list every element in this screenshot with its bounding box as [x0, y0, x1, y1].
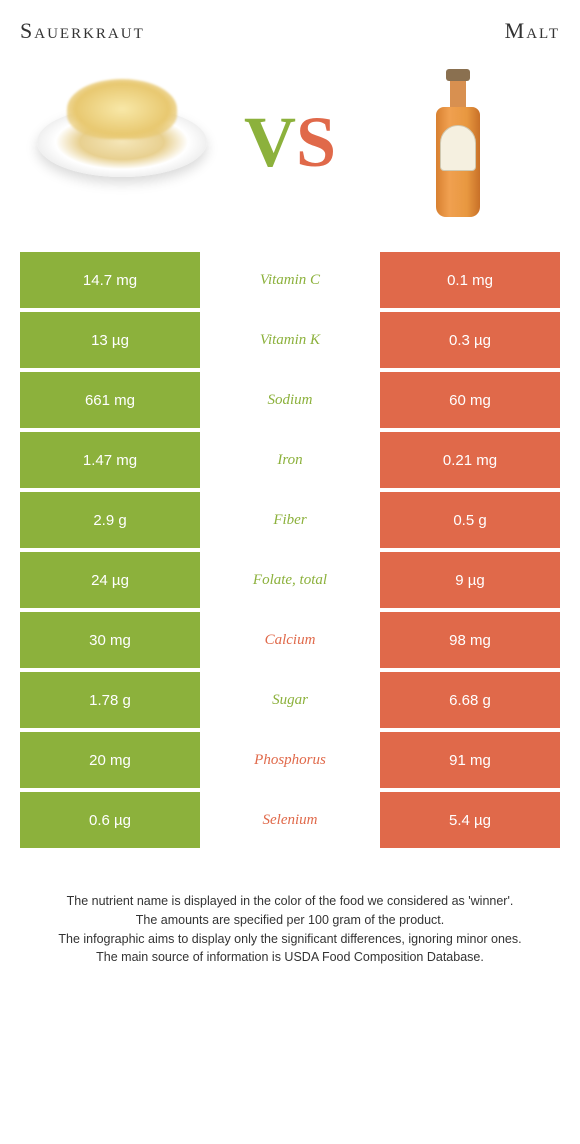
table-row: 13 µgVitamin K0.3 µg [20, 312, 560, 368]
footer-line: The nutrient name is displayed in the co… [30, 892, 550, 911]
vs-s: S [296, 102, 336, 182]
left-value: 13 µg [20, 312, 200, 368]
footer-line: The amounts are specified per 100 gram o… [30, 911, 550, 930]
header: Sauerkraut Malt [0, 0, 580, 52]
footer-line: The infographic aims to display only the… [30, 930, 550, 949]
nutrient-label: Selenium [200, 792, 380, 848]
nutrient-label: Sugar [200, 672, 380, 728]
images-row: VS [0, 52, 580, 252]
table-row: 1.78 gSugar6.68 g [20, 672, 560, 728]
footer-notes: The nutrient name is displayed in the co… [0, 852, 580, 997]
vs-label: VS [244, 106, 336, 178]
nutrient-label: Phosphorus [200, 732, 380, 788]
food-left-image [20, 62, 224, 222]
left-value: 2.9 g [20, 492, 200, 548]
nutrient-label: Vitamin K [200, 312, 380, 368]
left-value: 24 µg [20, 552, 200, 608]
nutrient-label: Fiber [200, 492, 380, 548]
table-row: 1.47 mgIron0.21 mg [20, 432, 560, 488]
right-value: 91 mg [380, 732, 560, 788]
nutrient-label: Sodium [200, 372, 380, 428]
right-value: 60 mg [380, 372, 560, 428]
food-right-image [356, 62, 560, 222]
footer-line: The main source of information is USDA F… [30, 948, 550, 967]
right-value: 5.4 µg [380, 792, 560, 848]
left-value: 1.78 g [20, 672, 200, 728]
nutrient-label: Calcium [200, 612, 380, 668]
right-value: 0.3 µg [380, 312, 560, 368]
right-value: 0.5 g [380, 492, 560, 548]
nutrient-label: Iron [200, 432, 380, 488]
vs-v: V [244, 102, 296, 182]
nutrient-label: Vitamin C [200, 252, 380, 308]
comparison-table: 14.7 mgVitamin C0.1 mg13 µgVitamin K0.3 … [0, 252, 580, 848]
left-value: 0.6 µg [20, 792, 200, 848]
left-value: 30 mg [20, 612, 200, 668]
right-value: 0.1 mg [380, 252, 560, 308]
table-row: 0.6 µgSelenium5.4 µg [20, 792, 560, 848]
left-value: 14.7 mg [20, 252, 200, 308]
left-value: 661 mg [20, 372, 200, 428]
nutrient-label: Folate, total [200, 552, 380, 608]
table-row: 30 mgCalcium98 mg [20, 612, 560, 668]
table-row: 2.9 gFiber0.5 g [20, 492, 560, 548]
right-value: 0.21 mg [380, 432, 560, 488]
left-value: 20 mg [20, 732, 200, 788]
right-value: 6.68 g [380, 672, 560, 728]
right-value: 98 mg [380, 612, 560, 668]
table-row: 661 mgSodium60 mg [20, 372, 560, 428]
food-left-title: Sauerkraut [20, 18, 290, 44]
table-row: 24 µgFolate, total9 µg [20, 552, 560, 608]
table-row: 20 mgPhosphorus91 mg [20, 732, 560, 788]
food-right-title: Malt [290, 18, 560, 44]
right-value: 9 µg [380, 552, 560, 608]
left-value: 1.47 mg [20, 432, 200, 488]
table-row: 14.7 mgVitamin C0.1 mg [20, 252, 560, 308]
